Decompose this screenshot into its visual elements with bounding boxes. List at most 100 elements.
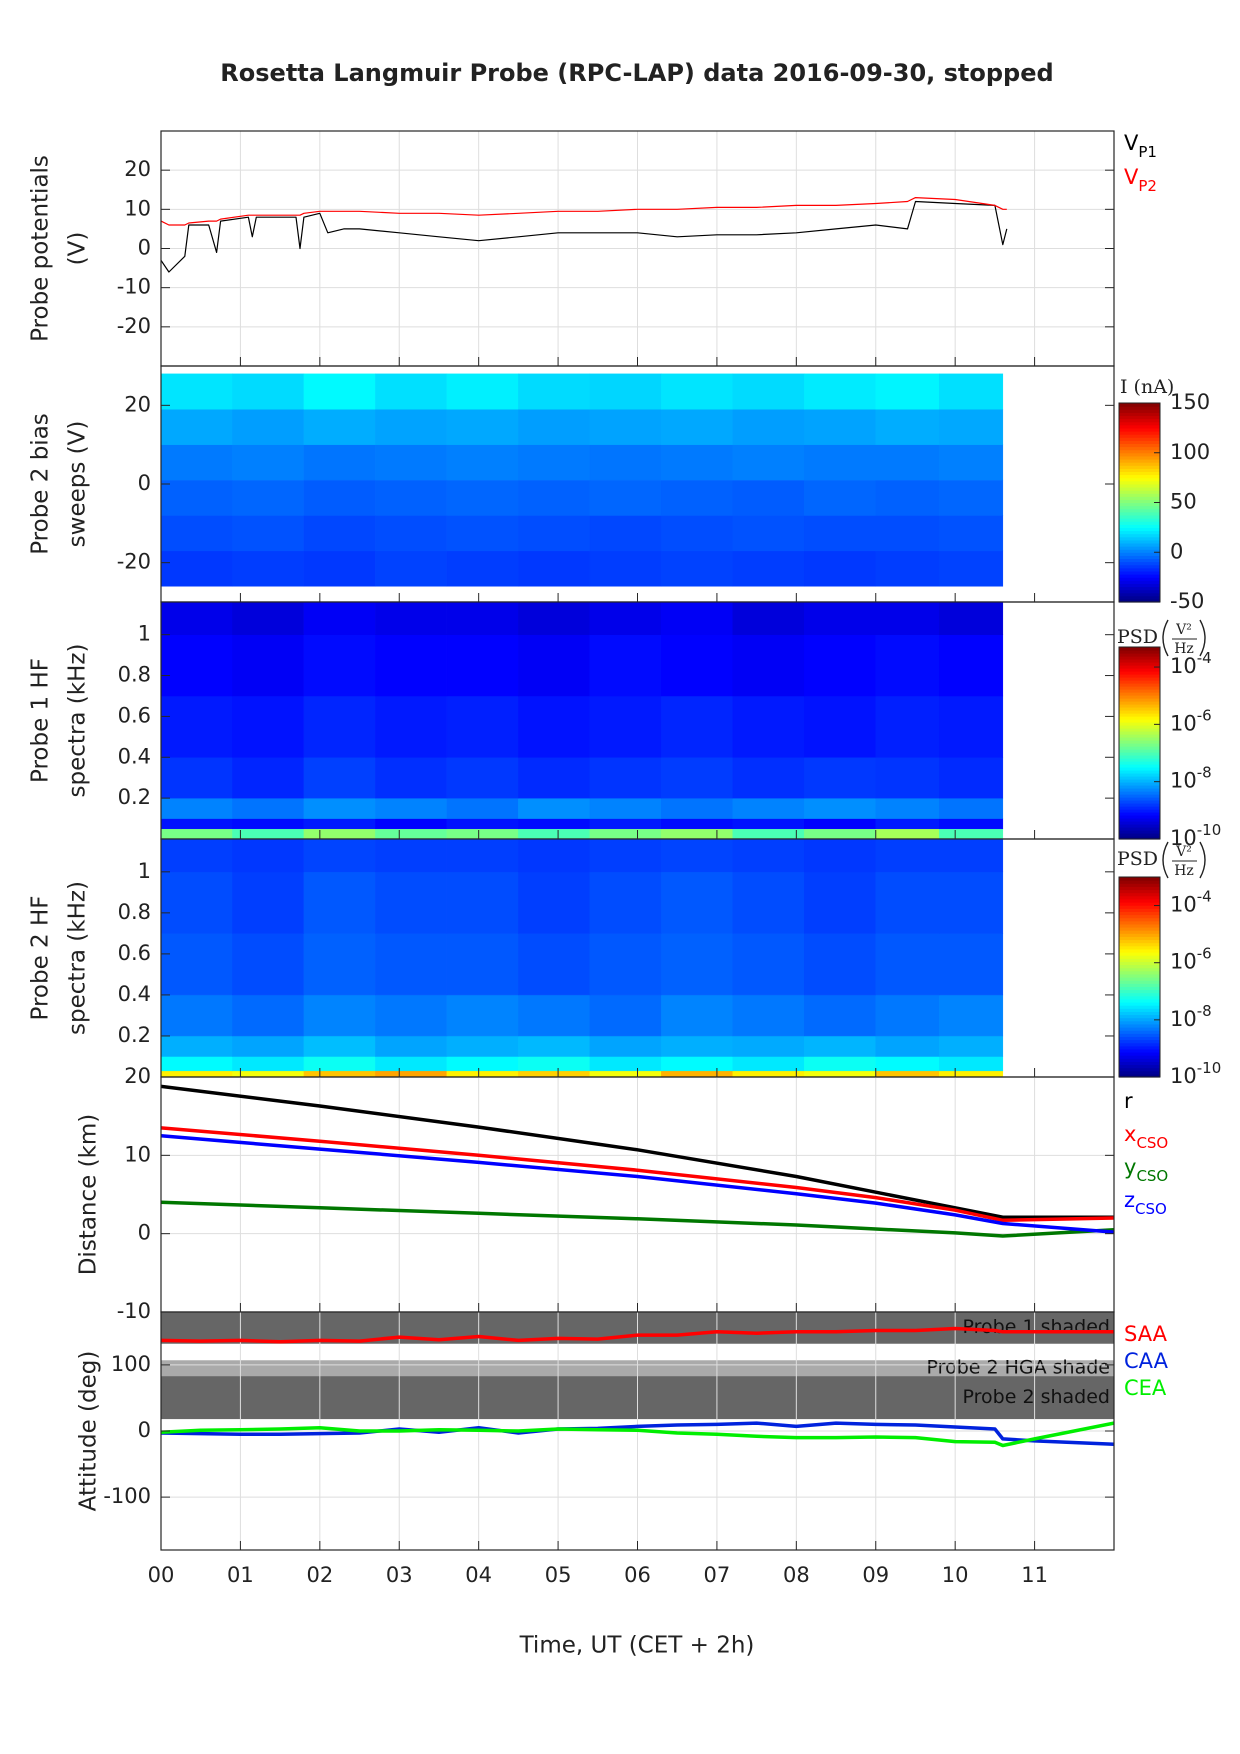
heatmap-cell	[232, 797, 305, 819]
heatmap-cell	[303, 839, 376, 873]
x-tick-label: 03	[386, 1563, 413, 1587]
colorbar-step	[1119, 434, 1160, 438]
heatmap-cell	[589, 1070, 662, 1077]
data-line	[161, 1200, 1114, 1238]
heatmap-cell	[589, 602, 662, 635]
colorbar-step	[1119, 773, 1160, 777]
heatmap-cell	[232, 373, 305, 410]
x-tick-label: 06	[624, 1563, 651, 1587]
colorbar-tick-exponent: -6	[1197, 706, 1212, 724]
colorbar-step	[1119, 725, 1160, 729]
x-tick-label: 02	[306, 1563, 333, 1587]
colorbar-step	[1119, 728, 1160, 732]
colorbar-step	[1119, 542, 1160, 547]
colorbar-step	[1119, 583, 1160, 588]
colorbar-step	[1119, 1045, 1160, 1050]
heatmap-cell	[875, 409, 940, 445]
colorbar-unit-denominator: Hz	[1174, 863, 1194, 879]
heatmap-cell	[804, 550, 877, 587]
colorbar-step	[1119, 1055, 1160, 1059]
heatmap-cell	[303, 828, 376, 839]
colorbar-step	[1119, 437, 1160, 441]
colorbar-step	[1119, 927, 1160, 931]
legend-name: r	[1124, 1089, 1133, 1113]
colorbar-step	[1119, 942, 1160, 947]
heatmap-cell	[446, 818, 519, 830]
colorbar-step	[1119, 1027, 1160, 1031]
x-tick-label: 05	[545, 1563, 572, 1587]
colorbar-step	[1119, 1067, 1160, 1072]
heatmap-cell	[232, 515, 305, 552]
heatmap-cell	[161, 994, 233, 1037]
colorbar-step	[1119, 546, 1160, 550]
heatmap-cell	[375, 1056, 448, 1072]
colorbar-step	[1119, 471, 1160, 476]
heatmap-cell	[804, 373, 877, 410]
y-axis-label: Probe 1 HF	[28, 658, 54, 783]
x-tick-label: 11	[1021, 1563, 1048, 1587]
colorbar-step	[1119, 1023, 1160, 1028]
colorbar-step	[1119, 455, 1160, 460]
colorbar-step	[1119, 791, 1160, 795]
heatmap-cell	[518, 695, 591, 758]
heatmap-cell	[804, 757, 877, 799]
heatmap-cell	[161, 818, 233, 830]
heatmap-cell	[661, 797, 734, 819]
legend-entry: CEA	[1124, 1376, 1167, 1400]
heatmap-cell	[375, 373, 448, 410]
y-tick-label: -20	[117, 550, 151, 574]
heatmap-cell	[161, 373, 233, 410]
y-axis-label: Distance (km)	[76, 1114, 102, 1276]
heatmap-cell	[939, 1035, 1004, 1057]
colorbar-step	[1119, 737, 1160, 741]
colorbar-step	[1119, 948, 1160, 953]
colorbar-step	[1119, 1033, 1160, 1037]
heatmap-cell	[589, 1056, 662, 1072]
heatmap-cell	[804, 444, 877, 481]
colorbar-step	[1119, 558, 1160, 563]
heatmap-cell	[589, 1035, 662, 1057]
colorbar-step	[1119, 1014, 1160, 1019]
heatmap-cell	[375, 1070, 448, 1077]
heatmap-cell	[875, 797, 940, 819]
colorbar-step	[1119, 689, 1160, 693]
colorbar-step	[1119, 986, 1160, 991]
legend-name: V	[1124, 131, 1139, 155]
colorbar-step	[1119, 595, 1160, 600]
heatmap-cell	[375, 634, 448, 697]
colorbar-tick-exponent: -8	[1197, 763, 1212, 781]
heatmap-cell	[446, 1070, 519, 1077]
heatmap-cell	[375, 757, 448, 799]
y-axis-label: sweeps (V)	[65, 421, 91, 548]
heatmap-cell	[875, 1070, 940, 1077]
colorbar-step	[1119, 1005, 1160, 1009]
heatmap-cell	[661, 1056, 734, 1072]
heatmap-cell	[232, 695, 305, 758]
colorbar-step	[1119, 521, 1160, 525]
colorbar-tick-base: 10	[1170, 950, 1197, 974]
heatmap-cell	[518, 994, 591, 1037]
heatmap-cell	[161, 1070, 233, 1077]
y-tick-label: 0.4	[118, 744, 151, 768]
heatmap-cell	[375, 797, 448, 819]
legend-subscript: CSO	[1136, 1134, 1168, 1152]
colorbar-step	[1119, 698, 1160, 702]
heatmap-cell	[161, 1035, 233, 1057]
colorbar-step	[1119, 764, 1160, 768]
colorbar-step	[1119, 524, 1160, 528]
legend-entry: zCSO	[1124, 1188, 1167, 1218]
colorbar-step	[1119, 710, 1160, 714]
colorbar-step	[1119, 446, 1160, 451]
colorbar-frame	[1118, 646, 1161, 840]
heatmap-cell	[446, 695, 519, 758]
heatmap-cell	[303, 373, 376, 410]
heatmap-cell	[804, 479, 877, 516]
colorbar-step	[1119, 695, 1160, 699]
colorbar-step	[1119, 824, 1160, 828]
colorbar-step	[1119, 1061, 1160, 1066]
heatmap-cell	[446, 757, 519, 799]
heatmap-cell	[232, 1070, 305, 1077]
colorbar-label: PSD	[1117, 848, 1158, 870]
